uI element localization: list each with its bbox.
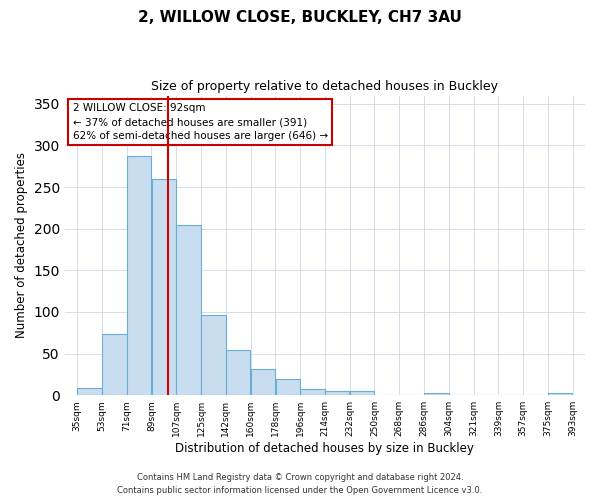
Bar: [201, 316, 226, 395]
Bar: [301, 390, 325, 395]
Title: Size of property relative to detached houses in Buckley: Size of property relative to detached ho…: [151, 80, 499, 93]
Bar: [424, 392, 449, 395]
Bar: [251, 370, 275, 395]
Bar: [275, 378, 300, 395]
Bar: [102, 334, 127, 395]
Text: 2, WILLOW CLOSE, BUCKLEY, CH7 3AU: 2, WILLOW CLOSE, BUCKLEY, CH7 3AU: [138, 10, 462, 25]
Bar: [127, 156, 151, 395]
Y-axis label: Number of detached properties: Number of detached properties: [15, 152, 28, 338]
Bar: [226, 350, 250, 395]
X-axis label: Distribution of detached houses by size in Buckley: Distribution of detached houses by size …: [175, 442, 475, 455]
Bar: [176, 226, 201, 395]
Bar: [77, 388, 102, 395]
Text: Contains HM Land Registry data © Crown copyright and database right 2024.
Contai: Contains HM Land Registry data © Crown c…: [118, 474, 482, 495]
Bar: [152, 179, 176, 395]
Bar: [325, 391, 349, 395]
Bar: [350, 391, 374, 395]
Text: 2 WILLOW CLOSE: 92sqm
← 37% of detached houses are smaller (391)
62% of semi-det: 2 WILLOW CLOSE: 92sqm ← 37% of detached …: [73, 103, 328, 141]
Bar: [548, 392, 572, 395]
